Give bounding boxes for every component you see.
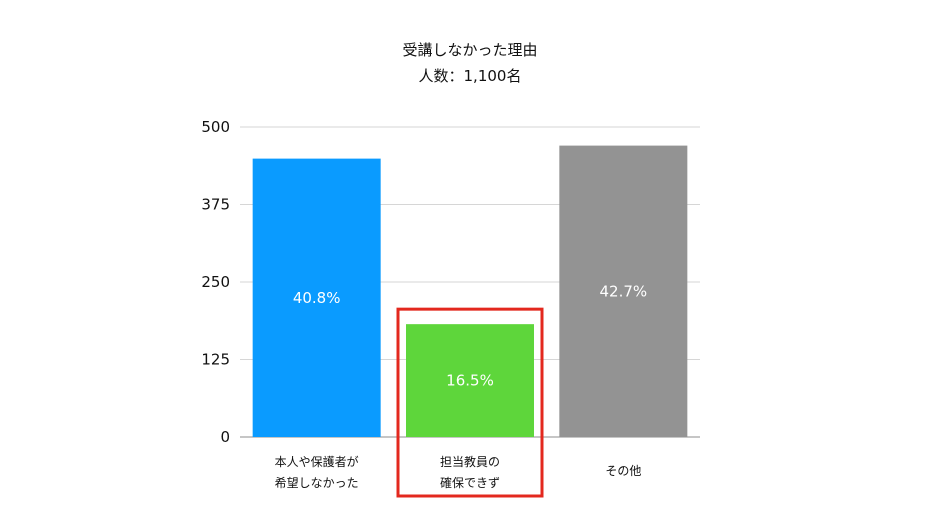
bars: 40.8% 16.5% 42.7%	[252, 145, 688, 437]
y-tick-label: 0	[220, 428, 230, 446]
bar	[559, 145, 688, 437]
data-label: 42.7%	[600, 282, 648, 300]
y-tick-label: 500	[201, 118, 230, 136]
category-label: 希望しなかった	[275, 475, 359, 490]
bar	[252, 158, 381, 437]
highlight-box	[396, 307, 544, 498]
y-tick-label: 375	[201, 196, 230, 214]
chart-subtitle: 人数：1,100名	[419, 67, 522, 85]
category-label: その他	[605, 464, 641, 478]
y-tick-label: 250	[201, 273, 230, 291]
category-label: 担当教員の	[440, 454, 500, 469]
highlight-layer	[396, 307, 544, 498]
bar	[406, 324, 534, 437]
chart-title: 受講しなかった理由	[402, 41, 537, 59]
category-label: 本人や保護者が	[275, 454, 359, 469]
y-axis-ticks: 0 125 250 375 500	[201, 118, 230, 446]
data-label: 40.8%	[293, 289, 341, 307]
data-label: 16.5%	[446, 372, 494, 390]
y-tick-label: 125	[201, 351, 230, 369]
category-label: 確保できず	[440, 475, 500, 490]
